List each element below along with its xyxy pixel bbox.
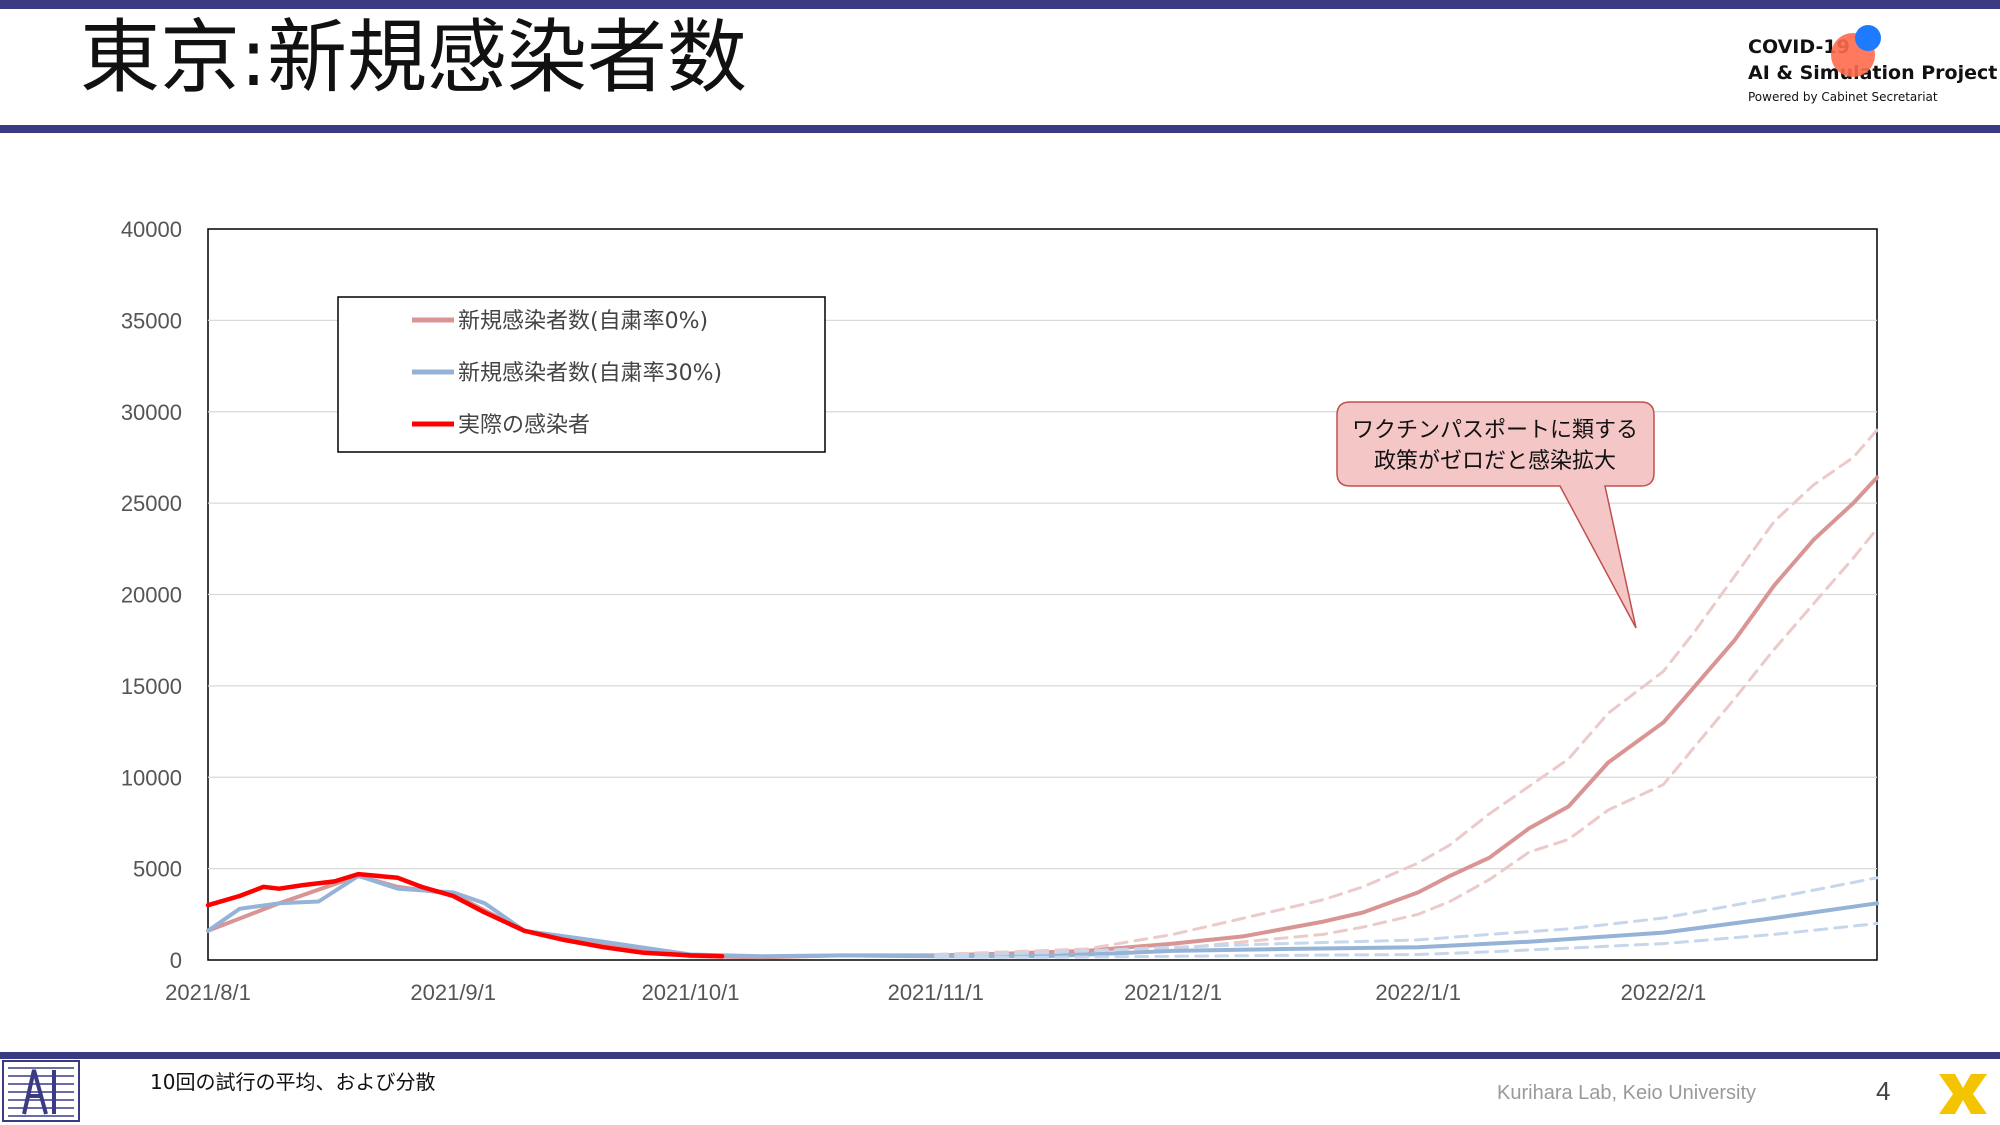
x-tick-label: 2021/12/1	[1124, 980, 1222, 1005]
y-tick-label: 40000	[121, 217, 182, 242]
series-line	[934, 428, 1879, 956]
brand-logo: COVID-19 AI & Simulation Project Powered…	[1748, 36, 1997, 104]
chart: 0 5000 10000 15000 20000 25000 30000 35000 40000…	[121, 217, 1879, 1005]
y-tick-label: 5000	[133, 857, 182, 882]
brand-line1: COVID-19	[1748, 36, 1850, 58]
series-line	[934, 876, 1879, 957]
brand-blue-dot	[1855, 25, 1881, 51]
series-line	[934, 922, 1879, 959]
x-logo-icon	[1939, 1074, 1987, 1114]
footer-divider	[0, 1052, 2000, 1059]
page-title: 東京:新規感染者数	[80, 11, 747, 104]
x-tick-label: 2021/8/1	[165, 980, 251, 1005]
x-tick-label: 2021/11/1	[888, 980, 984, 1005]
callout-line2: 政策がゼロだと感染拡大	[1374, 449, 1616, 474]
y-tick-label: 10000	[121, 765, 182, 790]
callout-bubble	[1336, 401, 1655, 629]
y-tick-label: 35000	[121, 308, 182, 333]
x-tick-label: 2021/10/1	[642, 980, 740, 1005]
y-tick-label: 20000	[121, 583, 182, 608]
page-number: 4	[1876, 1076, 1891, 1106]
brand-line3: Powered by Cabinet Secretariat	[1748, 90, 1938, 104]
legend-label: 新規感染者数(自粛率0%)	[458, 309, 708, 334]
y-tick-label: 0	[170, 948, 182, 973]
legend-label: 新規感染者数(自粛率30%)	[458, 361, 722, 386]
top-border	[0, 0, 2000, 9]
y-tick-label: 15000	[121, 674, 182, 699]
series-line	[934, 527, 1879, 958]
x-tick-label: 2022/2/1	[1621, 980, 1707, 1005]
brand-dots-icon	[1831, 25, 1881, 77]
callout-line1: ワクチンパスポートに類する	[1352, 418, 1638, 443]
series-line	[205, 871, 725, 959]
y-tick-label: 25000	[121, 491, 182, 516]
ai-logo-icon	[2, 1060, 80, 1122]
header-divider	[0, 125, 2000, 133]
footer-note: 10回の試行の平均、および分散	[150, 1070, 436, 1094]
x-tick-label: 2021/9/1	[410, 980, 496, 1005]
legend-label: 実際の感染者	[458, 413, 590, 438]
footer-lab: Kurihara Lab, Keio University	[1497, 1082, 1757, 1104]
x-tick-label: 2022/1/1	[1375, 980, 1461, 1005]
y-tick-label: 30000	[121, 400, 182, 425]
brand-line2: AI & Simulation Project	[1748, 62, 1998, 84]
